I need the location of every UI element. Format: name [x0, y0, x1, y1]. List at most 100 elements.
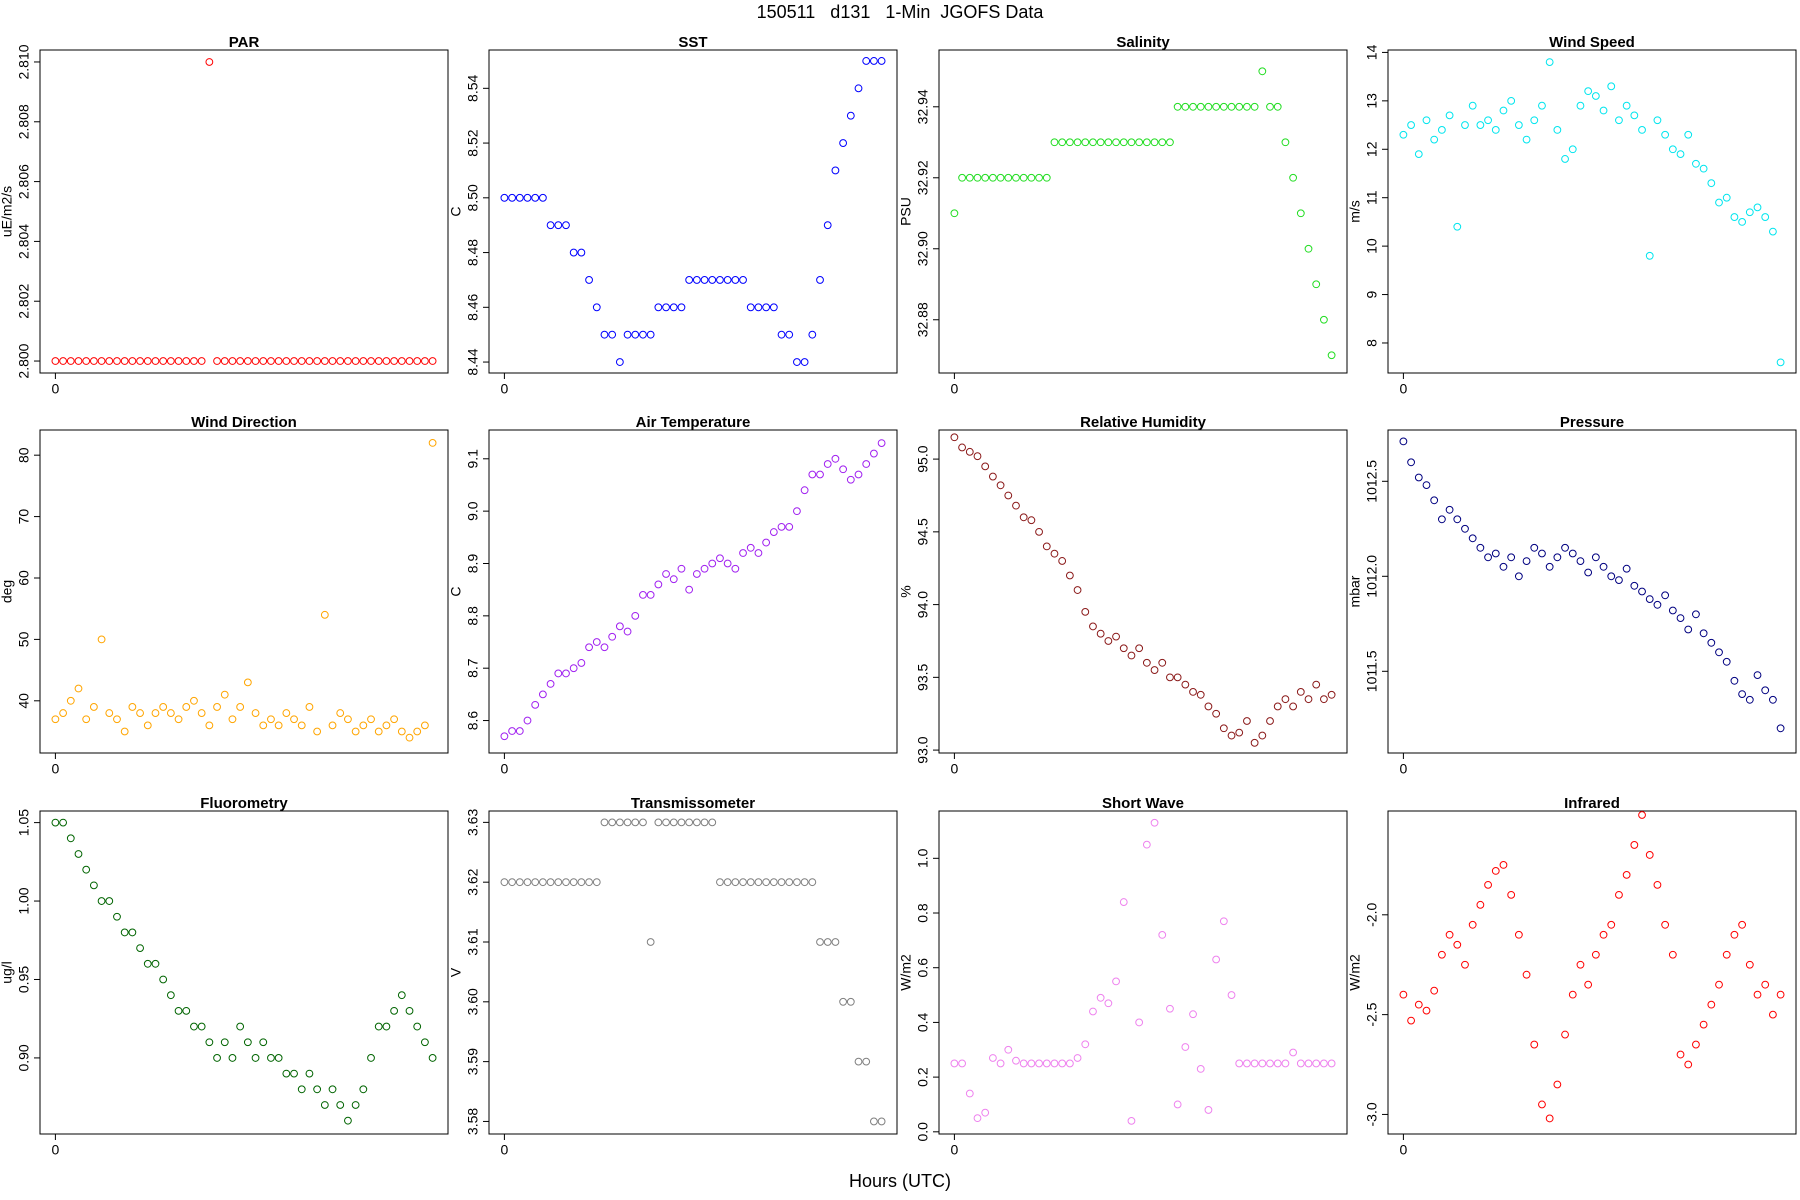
data-point — [1622, 870, 1631, 879]
data-point — [816, 470, 824, 479]
data-point — [1684, 1060, 1693, 1069]
data-point — [1430, 496, 1439, 505]
data-point — [785, 522, 794, 531]
data-point — [205, 58, 214, 66]
data-point — [1150, 818, 1159, 827]
data-point — [654, 303, 663, 312]
data-point — [1189, 102, 1197, 111]
data-point — [1304, 1059, 1313, 1068]
data-point — [1181, 102, 1190, 111]
data-point — [1019, 513, 1028, 522]
data-point — [1250, 1059, 1259, 1068]
data-point — [1327, 351, 1336, 360]
data-point — [623, 818, 632, 827]
data-point — [59, 818, 67, 827]
y-tick-label: 94.0 — [915, 591, 931, 618]
data-point — [1514, 572, 1523, 581]
data-point — [274, 721, 283, 730]
data-point — [205, 1038, 214, 1047]
data-point — [1437, 126, 1446, 134]
data-point — [159, 357, 168, 365]
data-point — [1484, 553, 1492, 562]
data-point — [1461, 524, 1469, 533]
x-tick-label: 0 — [500, 1142, 508, 1158]
data-point — [1235, 1059, 1244, 1068]
data-point — [1266, 717, 1274, 725]
data-point — [562, 878, 570, 887]
chart-title: 150511 d131 1-Min JGOFS Data — [757, 2, 1045, 22]
data-point — [1522, 557, 1531, 565]
data-point — [390, 1006, 399, 1015]
data-point — [854, 1057, 863, 1066]
data-point — [1607, 572, 1616, 581]
data-point — [1027, 516, 1036, 525]
data-point — [1553, 553, 1562, 562]
data-point — [282, 1069, 291, 1078]
data-point — [1568, 549, 1577, 558]
data-point — [1142, 840, 1151, 849]
data-point — [739, 549, 747, 557]
data-point — [1296, 1059, 1305, 1068]
data-point — [1266, 1059, 1274, 1068]
data-point — [1730, 213, 1739, 221]
data-point — [800, 878, 809, 887]
data-point — [282, 357, 291, 365]
y-tick-label: 8.52 — [465, 129, 481, 156]
data-point — [120, 357, 129, 365]
plot-frame — [488, 810, 898, 1135]
data-point — [639, 591, 647, 599]
data-point — [1507, 96, 1516, 105]
data-point — [151, 709, 160, 717]
data-point — [1235, 102, 1244, 111]
y-tick-label: 95.0 — [915, 445, 931, 472]
data-point — [1035, 1059, 1043, 1068]
data-point — [973, 452, 982, 461]
data-point — [1769, 1010, 1777, 1019]
data-point — [1692, 159, 1700, 168]
data-point — [662, 303, 670, 312]
y-tick-label: 2.804 — [16, 224, 32, 259]
data-point — [585, 643, 593, 652]
data-point — [1468, 534, 1477, 543]
data-point — [515, 727, 524, 735]
data-point — [1119, 898, 1128, 906]
data-point — [723, 276, 732, 284]
data-point — [1304, 695, 1313, 704]
data-point — [1476, 543, 1485, 552]
data-point — [1289, 1048, 1298, 1057]
data-point — [1507, 553, 1516, 562]
data-point — [1027, 173, 1036, 182]
data-point — [716, 554, 724, 563]
data-point — [120, 727, 129, 736]
data-point — [646, 938, 655, 946]
data-point — [1538, 101, 1546, 110]
data-point — [1584, 568, 1593, 577]
data-point — [1312, 680, 1321, 689]
data-point — [685, 276, 694, 284]
data-point — [1204, 702, 1213, 711]
data-point — [1127, 138, 1136, 147]
data-point — [816, 938, 824, 946]
panel-title: PAR — [229, 34, 260, 51]
data-point — [82, 865, 91, 874]
data-point — [777, 878, 786, 887]
data-point — [731, 878, 740, 887]
data-point — [569, 248, 578, 257]
data-point — [74, 357, 83, 365]
data-point — [1738, 218, 1747, 226]
data-point — [290, 357, 298, 365]
data-point — [1204, 1106, 1213, 1114]
data-point — [600, 330, 609, 339]
data-point — [508, 193, 516, 202]
data-point — [1135, 1018, 1144, 1027]
data-point — [1019, 173, 1028, 182]
data-point — [646, 591, 655, 599]
data-point — [1327, 1059, 1336, 1068]
data-point — [166, 991, 175, 1000]
data-point — [692, 818, 701, 827]
data-point — [1119, 644, 1128, 653]
data-point — [1414, 473, 1423, 482]
data-point — [1173, 673, 1182, 682]
data-point — [1584, 87, 1593, 96]
data-point — [1769, 227, 1777, 236]
